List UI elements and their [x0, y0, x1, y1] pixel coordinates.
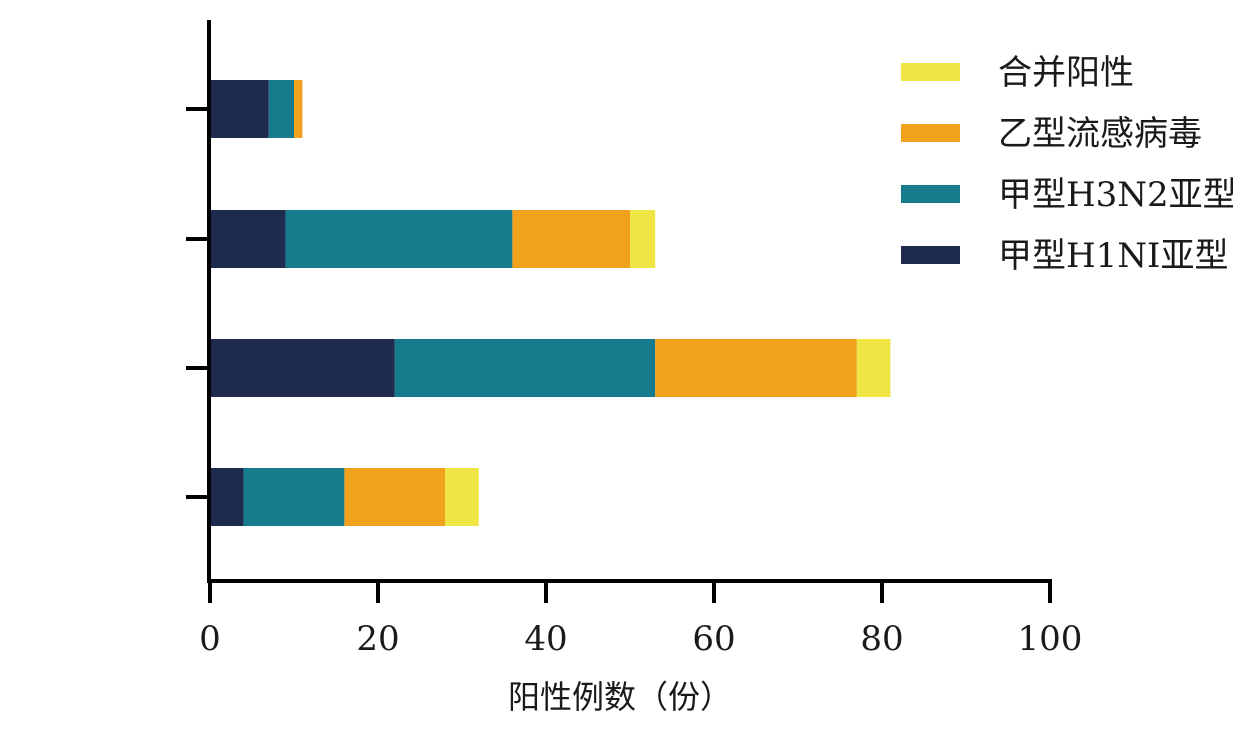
legend-label: 乙型流感病毒: [998, 114, 1202, 154]
bar-row4-series1: [210, 468, 244, 526]
axes-layer: [207, 20, 1052, 583]
legend-swatch: [901, 63, 960, 81]
legend-swatch: [901, 246, 960, 264]
bar-row1-series3: [294, 80, 303, 138]
x-ticks-layer: 0 20 40 60 80 100: [199, 581, 1082, 659]
y-ticks-layer: [186, 107, 209, 499]
bar-row3-series4: [856, 339, 891, 397]
bar-row1-series1: [210, 80, 269, 138]
bar-row3-series2: [394, 339, 656, 397]
bars-layer: [210, 80, 891, 526]
x-tick-label: 100: [1018, 619, 1083, 659]
x-axis-title: 阳性例数（份）: [508, 678, 732, 716]
bar-row1-series2: [268, 80, 294, 138]
x-tick-label: 60: [692, 619, 735, 659]
legend-label: 甲型H1NI亚型: [998, 236, 1228, 276]
legend-swatch: [901, 185, 960, 203]
bar-row4-series4: [445, 468, 479, 526]
x-tick-label: 20: [356, 619, 399, 659]
x-tick-label: 0: [199, 619, 221, 659]
bar-row2-series2: [285, 210, 513, 268]
legend-label: 甲型H3N2亚型: [998, 175, 1233, 215]
bar-row4-series3: [344, 468, 446, 526]
bar-row3-series3: [655, 339, 857, 397]
x-tick-label: 40: [524, 619, 567, 659]
bar-row2-series4: [630, 210, 656, 268]
bar-row4-series2: [243, 468, 345, 526]
bar-row2-series1: [210, 210, 286, 268]
legend-label: 合并阳性: [998, 53, 1134, 93]
bar-row2-series3: [512, 210, 630, 268]
x-tick-label: 80: [860, 619, 903, 659]
legend-swatch: [901, 124, 960, 142]
bar-row3-series1: [210, 339, 395, 397]
